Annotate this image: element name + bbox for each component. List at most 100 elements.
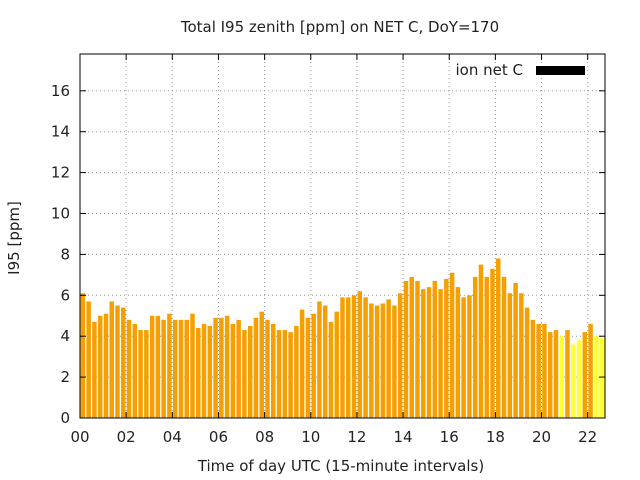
y-tick-label: 10 <box>51 205 70 223</box>
y-tick-label: 14 <box>51 123 70 141</box>
bar <box>449 272 455 418</box>
bar <box>409 276 414 418</box>
bar <box>253 317 259 418</box>
legend: ion net C <box>456 61 585 79</box>
bar <box>403 280 409 418</box>
bar <box>542 323 547 418</box>
bar <box>86 301 91 418</box>
bar <box>80 293 86 418</box>
x-tick-label: 08 <box>255 428 274 446</box>
bar <box>374 305 380 418</box>
bar <box>190 313 195 418</box>
bar <box>490 268 495 418</box>
x-axis-label: Time of day UTC (15-minute intervals) <box>197 457 484 475</box>
x-tick-label: 00 <box>70 428 89 446</box>
y-tick-label: 0 <box>60 409 70 427</box>
y-tick-label: 16 <box>51 82 70 100</box>
bar <box>92 321 97 418</box>
x-tick-label: 18 <box>486 428 505 446</box>
bar <box>196 328 201 418</box>
bar <box>271 323 276 418</box>
bar <box>265 319 270 418</box>
bar <box>259 311 264 418</box>
bar <box>115 305 120 418</box>
bar <box>219 317 224 418</box>
bar <box>547 332 553 418</box>
bar <box>536 323 541 418</box>
bar <box>565 330 570 418</box>
bar <box>588 323 593 418</box>
bar <box>392 305 397 418</box>
bar <box>524 307 530 418</box>
plot-frame <box>79 53 606 419</box>
bar <box>213 317 218 418</box>
bar <box>184 319 189 418</box>
bar <box>334 311 339 418</box>
bar <box>247 325 253 418</box>
y-tick-label: 6 <box>60 286 70 304</box>
bar <box>172 319 178 418</box>
bar <box>467 295 472 418</box>
bar <box>484 276 489 418</box>
y-tick-label: 2 <box>60 368 70 386</box>
bar <box>519 293 524 418</box>
bar <box>455 287 461 418</box>
bar <box>132 323 138 418</box>
bar <box>478 264 484 418</box>
bar <box>582 332 588 418</box>
bar <box>322 305 328 418</box>
bar <box>380 303 386 418</box>
x-tick-label: 04 <box>163 428 182 446</box>
bar <box>369 303 374 418</box>
y-tick-label: 8 <box>60 245 70 263</box>
bar <box>103 313 109 418</box>
bar <box>161 319 166 418</box>
bar <box>207 325 213 418</box>
bar <box>576 340 582 418</box>
bar <box>138 330 143 418</box>
bar <box>121 307 126 418</box>
bar <box>109 301 114 418</box>
bar <box>144 330 149 418</box>
bar <box>357 291 363 418</box>
bar <box>432 280 438 418</box>
bar <box>438 289 443 418</box>
bar <box>149 315 155 418</box>
chart-title: Total I95 zenith [ppm] on NET C, DoY=170 <box>180 18 499 36</box>
bar <box>559 336 564 418</box>
bar <box>415 280 420 418</box>
bar <box>553 330 559 418</box>
x-tick-label: 06 <box>209 428 228 446</box>
legend-label: ion net C <box>456 61 523 79</box>
bar <box>513 283 518 418</box>
y-tick-label: 12 <box>51 164 70 182</box>
bar <box>594 336 599 418</box>
bar <box>282 330 288 418</box>
grid-lines <box>80 54 605 418</box>
x-tick-label: 10 <box>301 428 320 446</box>
bar <box>311 313 316 418</box>
bar <box>201 323 207 418</box>
bar <box>461 297 466 418</box>
bar <box>299 309 305 418</box>
x-tick-label: 12 <box>347 428 366 446</box>
bar <box>294 325 299 418</box>
bars <box>80 258 605 418</box>
bar <box>501 276 507 418</box>
x-tick-label: 02 <box>117 428 136 446</box>
bar <box>317 301 322 418</box>
bar <box>599 338 605 418</box>
bar <box>242 330 247 418</box>
bar <box>276 330 282 418</box>
bar <box>397 293 403 418</box>
bar <box>421 289 426 418</box>
y-tick-label: 4 <box>60 327 70 345</box>
bar <box>444 278 449 418</box>
bar <box>224 315 230 418</box>
bar <box>288 332 293 418</box>
bar <box>126 319 132 418</box>
bar <box>97 315 103 418</box>
x-tick-label: 22 <box>578 428 597 446</box>
bar <box>178 319 184 418</box>
